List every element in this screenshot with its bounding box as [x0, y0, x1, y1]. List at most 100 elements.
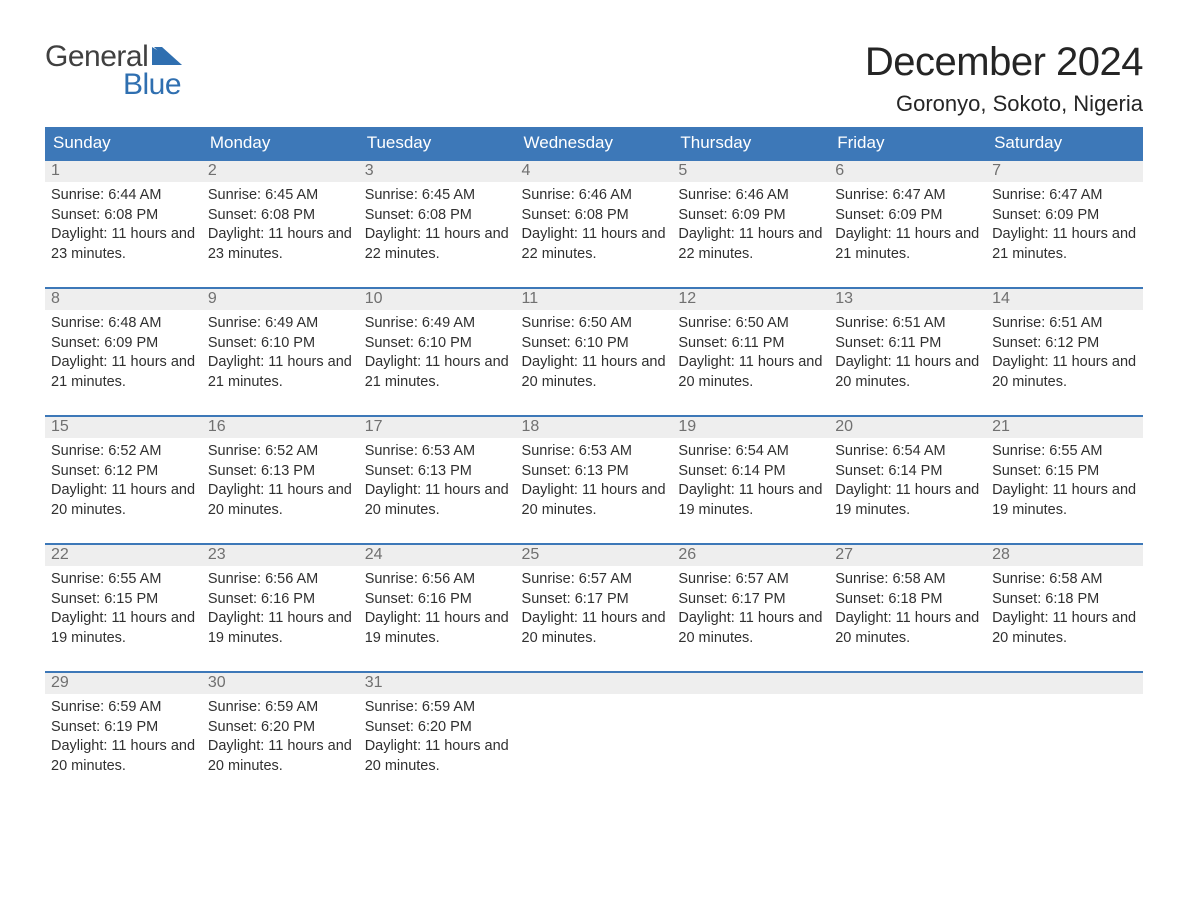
day-cell: 7Sunrise: 6:47 AMSunset: 6:09 PMDaylight…: [986, 160, 1143, 288]
day-body: Sunrise: 6:58 AMSunset: 6:18 PMDaylight:…: [986, 566, 1143, 654]
sunset-text: Sunset: 6:19 PM: [51, 718, 196, 738]
day-body: Sunrise: 6:57 AMSunset: 6:17 PMDaylight:…: [672, 566, 829, 654]
day-body: Sunrise: 6:44 AMSunset: 6:08 PMDaylight:…: [45, 182, 202, 270]
day-body: Sunrise: 6:58 AMSunset: 6:18 PMDaylight:…: [829, 566, 986, 654]
daylight-text: Daylight: 11 hours and 20 minutes.: [992, 353, 1137, 392]
daylight-text: Daylight: 11 hours and 23 minutes.: [208, 225, 353, 264]
sunset-text: Sunset: 6:20 PM: [365, 718, 510, 738]
sunset-text: Sunset: 6:17 PM: [678, 590, 823, 610]
week-row: 8Sunrise: 6:48 AMSunset: 6:09 PMDaylight…: [45, 288, 1143, 416]
day-number: 22: [45, 545, 202, 566]
day-number: 9: [202, 289, 359, 310]
header-row: General Blue December 2024 Goronyo, Soko…: [45, 40, 1143, 117]
day-cell: 24Sunrise: 6:56 AMSunset: 6:16 PMDayligh…: [359, 544, 516, 672]
day-number: 25: [516, 545, 673, 566]
daylight-text: Daylight: 11 hours and 21 minutes.: [835, 225, 980, 264]
daylight-text: Daylight: 11 hours and 22 minutes.: [365, 225, 510, 264]
calendar-table: Sunday Monday Tuesday Wednesday Thursday…: [45, 127, 1143, 799]
day-body: Sunrise: 6:50 AMSunset: 6:11 PMDaylight:…: [672, 310, 829, 398]
sunrise-text: Sunrise: 6:46 AM: [678, 186, 823, 206]
day-cell: 8Sunrise: 6:48 AMSunset: 6:09 PMDaylight…: [45, 288, 202, 416]
day-cell: 30Sunrise: 6:59 AMSunset: 6:20 PMDayligh…: [202, 672, 359, 799]
day-cell: 12Sunrise: 6:50 AMSunset: 6:11 PMDayligh…: [672, 288, 829, 416]
day-number: 23: [202, 545, 359, 566]
day-cell: 26Sunrise: 6:57 AMSunset: 6:17 PMDayligh…: [672, 544, 829, 672]
sunset-text: Sunset: 6:16 PM: [208, 590, 353, 610]
sunset-text: Sunset: 6:08 PM: [51, 206, 196, 226]
day-body: Sunrise: 6:52 AMSunset: 6:12 PMDaylight:…: [45, 438, 202, 526]
day-header: Monday: [202, 127, 359, 160]
sunrise-text: Sunrise: 6:53 AM: [522, 442, 667, 462]
daylight-text: Daylight: 11 hours and 20 minutes.: [678, 353, 823, 392]
sunrise-text: Sunrise: 6:54 AM: [678, 442, 823, 462]
week-row: 1Sunrise: 6:44 AMSunset: 6:08 PMDaylight…: [45, 160, 1143, 288]
day-number: 26: [672, 545, 829, 566]
sunrise-text: Sunrise: 6:59 AM: [208, 698, 353, 718]
daylight-text: Daylight: 11 hours and 22 minutes.: [678, 225, 823, 264]
sunset-text: Sunset: 6:12 PM: [992, 334, 1137, 354]
daylight-text: Daylight: 11 hours and 20 minutes.: [522, 353, 667, 392]
day-body: Sunrise: 6:59 AMSunset: 6:19 PMDaylight:…: [45, 694, 202, 782]
week-row: 29Sunrise: 6:59 AMSunset: 6:19 PMDayligh…: [45, 672, 1143, 799]
sunrise-text: Sunrise: 6:48 AM: [51, 314, 196, 334]
day-cell: 25Sunrise: 6:57 AMSunset: 6:17 PMDayligh…: [516, 544, 673, 672]
sunrise-text: Sunrise: 6:53 AM: [365, 442, 510, 462]
sunset-text: Sunset: 6:14 PM: [835, 462, 980, 482]
day-cell: [516, 672, 673, 799]
day-body: Sunrise: 6:59 AMSunset: 6:20 PMDaylight:…: [359, 694, 516, 782]
day-cell: 27Sunrise: 6:58 AMSunset: 6:18 PMDayligh…: [829, 544, 986, 672]
day-cell: 1Sunrise: 6:44 AMSunset: 6:08 PMDaylight…: [45, 160, 202, 288]
daylight-text: Daylight: 11 hours and 19 minutes.: [835, 481, 980, 520]
daylight-text: Daylight: 11 hours and 20 minutes.: [365, 481, 510, 520]
sunset-text: Sunset: 6:13 PM: [522, 462, 667, 482]
daylight-text: Daylight: 11 hours and 22 minutes.: [522, 225, 667, 264]
day-number: 24: [359, 545, 516, 566]
daylight-text: Daylight: 11 hours and 20 minutes.: [208, 481, 353, 520]
sunset-text: Sunset: 6:09 PM: [678, 206, 823, 226]
week-row: 15Sunrise: 6:52 AMSunset: 6:12 PMDayligh…: [45, 416, 1143, 544]
sunset-text: Sunset: 6:18 PM: [992, 590, 1137, 610]
day-cell: 20Sunrise: 6:54 AMSunset: 6:14 PMDayligh…: [829, 416, 986, 544]
daylight-text: Daylight: 11 hours and 21 minutes.: [365, 353, 510, 392]
day-cell: [672, 672, 829, 799]
sunset-text: Sunset: 6:11 PM: [835, 334, 980, 354]
daylight-text: Daylight: 11 hours and 19 minutes.: [678, 481, 823, 520]
day-cell: 15Sunrise: 6:52 AMSunset: 6:12 PMDayligh…: [45, 416, 202, 544]
daylight-text: Daylight: 11 hours and 19 minutes.: [365, 609, 510, 648]
day-cell: 9Sunrise: 6:49 AMSunset: 6:10 PMDaylight…: [202, 288, 359, 416]
day-body: Sunrise: 6:45 AMSunset: 6:08 PMDaylight:…: [359, 182, 516, 270]
day-cell: 16Sunrise: 6:52 AMSunset: 6:13 PMDayligh…: [202, 416, 359, 544]
sunrise-text: Sunrise: 6:54 AM: [835, 442, 980, 462]
day-number: 10: [359, 289, 516, 310]
sunrise-text: Sunrise: 6:45 AM: [208, 186, 353, 206]
day-body: Sunrise: 6:56 AMSunset: 6:16 PMDaylight:…: [202, 566, 359, 654]
day-number: 19: [672, 417, 829, 438]
daylight-text: Daylight: 11 hours and 20 minutes.: [992, 609, 1137, 648]
day-body: Sunrise: 6:45 AMSunset: 6:08 PMDaylight:…: [202, 182, 359, 270]
day-cell: 11Sunrise: 6:50 AMSunset: 6:10 PMDayligh…: [516, 288, 673, 416]
day-number-empty: [672, 673, 829, 694]
sunrise-text: Sunrise: 6:56 AM: [365, 570, 510, 590]
day-number: 11: [516, 289, 673, 310]
daylight-text: Daylight: 11 hours and 19 minutes.: [992, 481, 1137, 520]
sunset-text: Sunset: 6:18 PM: [835, 590, 980, 610]
day-cell: 17Sunrise: 6:53 AMSunset: 6:13 PMDayligh…: [359, 416, 516, 544]
day-body: Sunrise: 6:55 AMSunset: 6:15 PMDaylight:…: [45, 566, 202, 654]
daylight-text: Daylight: 11 hours and 20 minutes.: [678, 609, 823, 648]
title-block: December 2024 Goronyo, Sokoto, Nigeria: [865, 40, 1143, 117]
daylight-text: Daylight: 11 hours and 19 minutes.: [208, 609, 353, 648]
day-body: Sunrise: 6:52 AMSunset: 6:13 PMDaylight:…: [202, 438, 359, 526]
day-number: 27: [829, 545, 986, 566]
sunrise-text: Sunrise: 6:47 AM: [835, 186, 980, 206]
page-title: December 2024: [865, 40, 1143, 85]
day-header: Tuesday: [359, 127, 516, 160]
day-number: 21: [986, 417, 1143, 438]
day-cell: [986, 672, 1143, 799]
daylight-text: Daylight: 11 hours and 20 minutes.: [208, 737, 353, 776]
day-number: 6: [829, 161, 986, 182]
flag-icon: [152, 47, 186, 67]
day-cell: 13Sunrise: 6:51 AMSunset: 6:11 PMDayligh…: [829, 288, 986, 416]
sunset-text: Sunset: 6:09 PM: [992, 206, 1137, 226]
day-number: 18: [516, 417, 673, 438]
day-cell: 23Sunrise: 6:56 AMSunset: 6:16 PMDayligh…: [202, 544, 359, 672]
